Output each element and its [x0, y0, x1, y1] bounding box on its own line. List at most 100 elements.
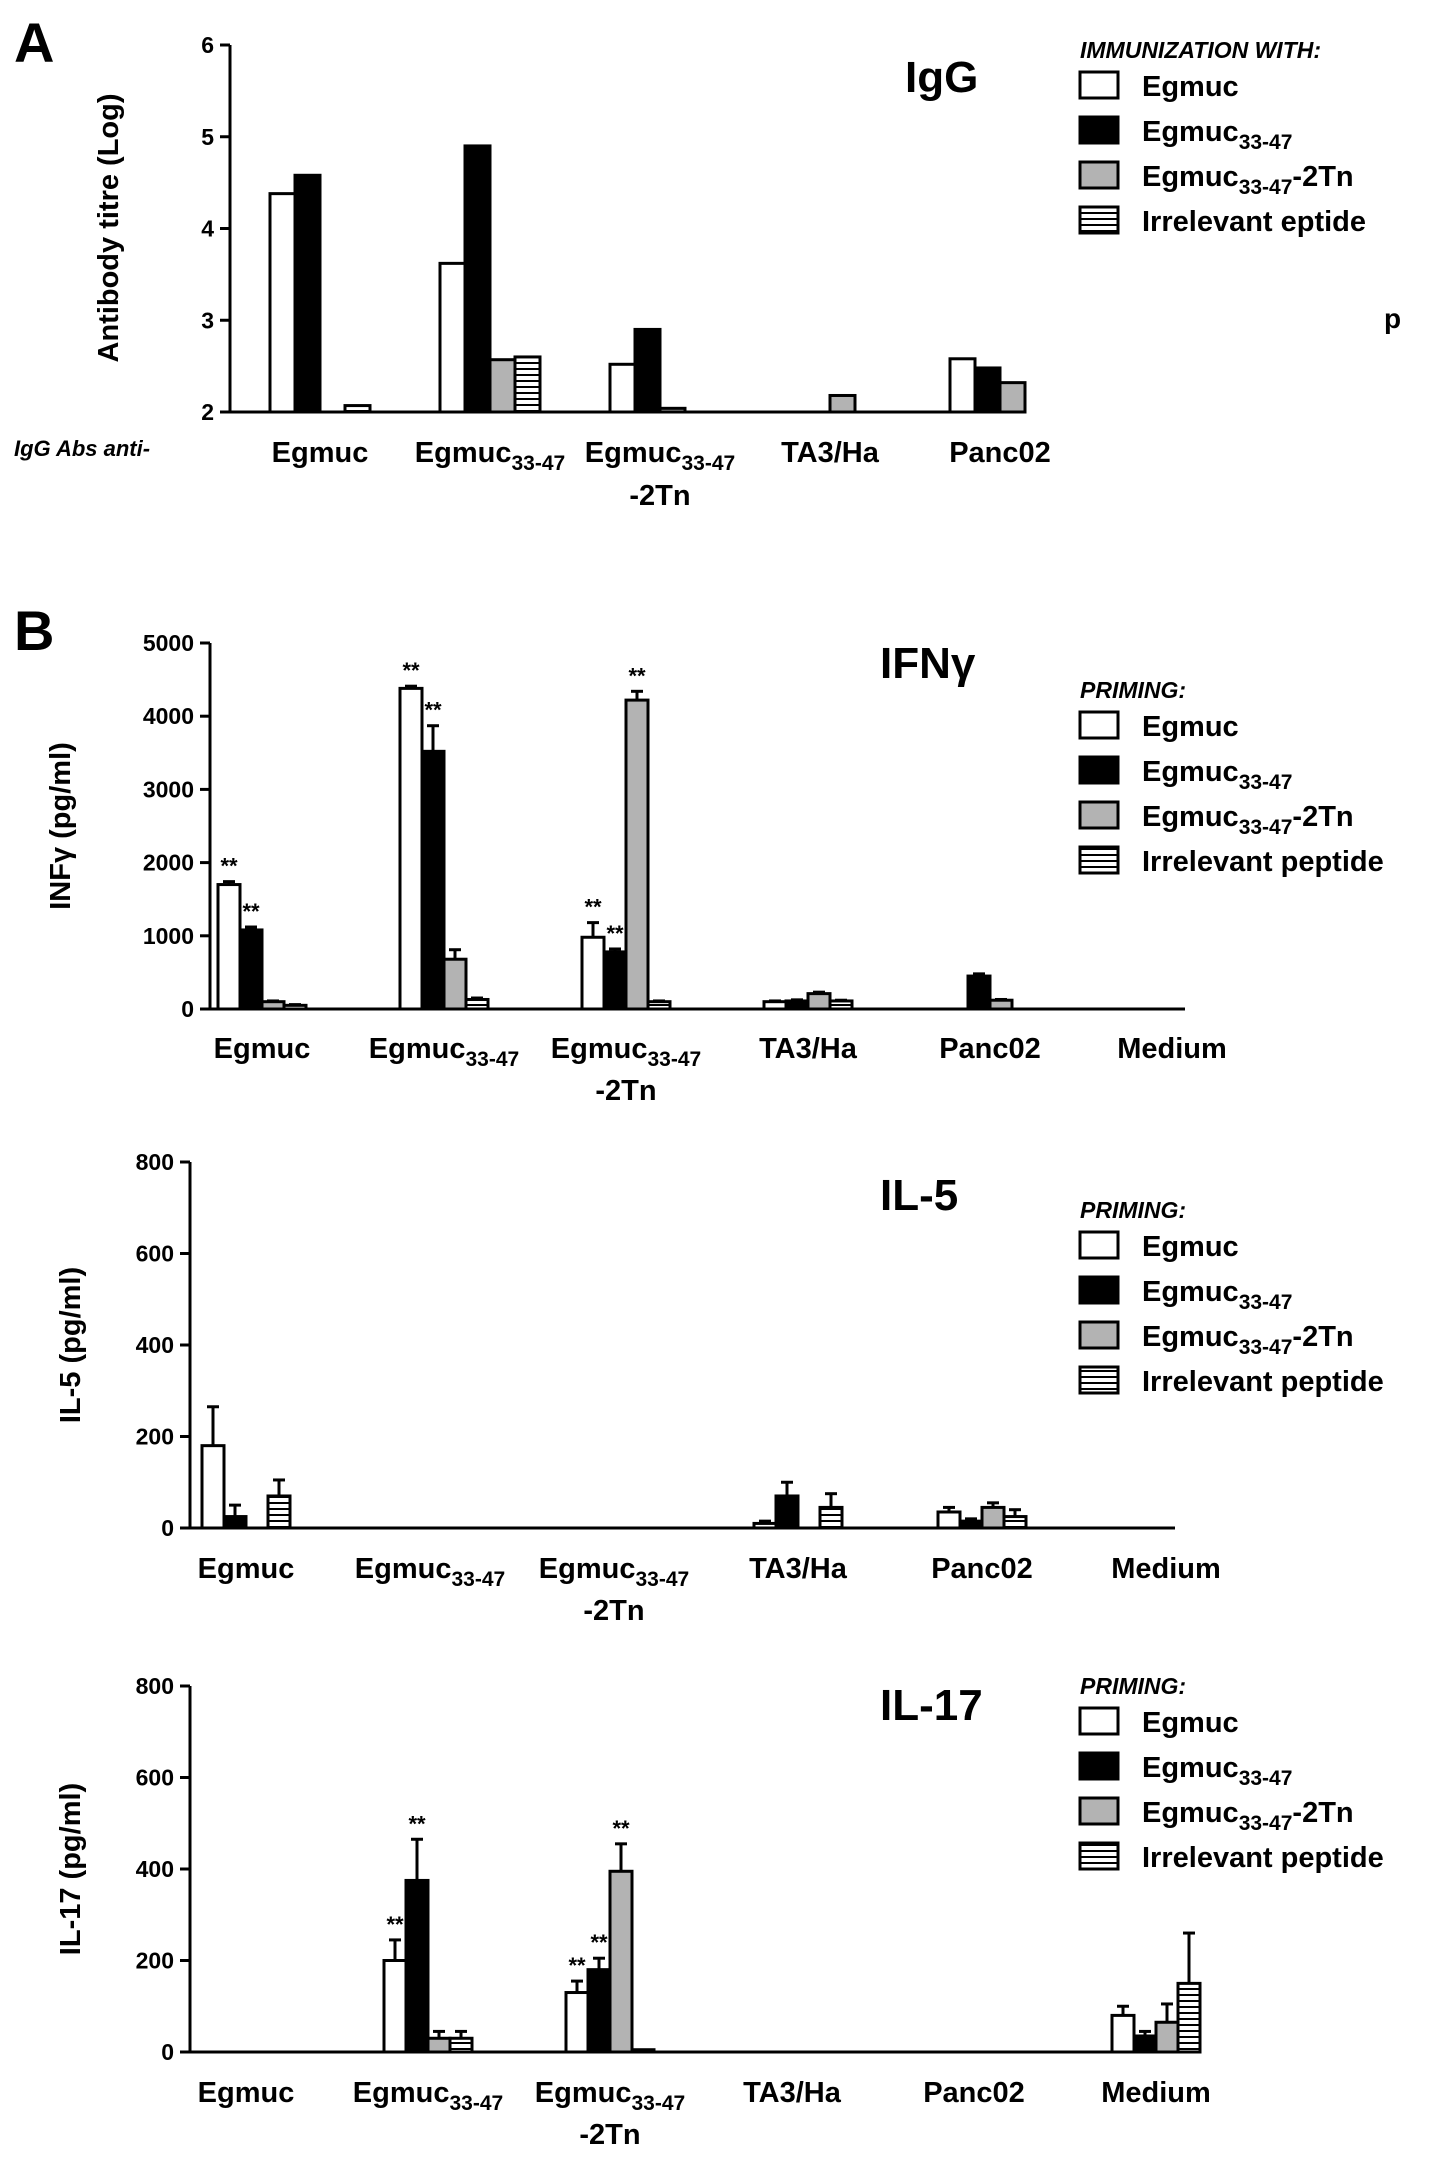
legend-label: Egmuc — [1142, 711, 1239, 743]
legend-swatch — [1078, 1365, 1120, 1395]
legend-label: Irrelevant peptide — [1142, 1842, 1384, 1874]
x-tick-label: TA3/Ha — [743, 2077, 842, 2109]
bar — [630, 2048, 656, 2054]
y-tick-label: 200 — [136, 1948, 174, 1974]
legend-swatch — [1078, 115, 1120, 145]
y-tick-label: 400 — [136, 1332, 174, 1358]
significance-marker: ** — [220, 854, 238, 879]
bar — [936, 1510, 962, 1530]
legend-swatch — [1078, 1230, 1120, 1260]
panel-a-note: p — [1384, 303, 1401, 334]
x-tick-label: Egmuc — [272, 437, 369, 469]
x-tick-label: Panc02 — [949, 437, 1051, 469]
legend-swatch — [1078, 755, 1120, 785]
chart-ifn-: 0 1000 2000 3000 4000 5000 INFγ (pg/ml) IFNγ Egm… — [45, 630, 1384, 1107]
bar — [774, 1494, 800, 1530]
chart-title: IFNγ — [880, 639, 976, 688]
bar — [216, 883, 242, 1011]
legend-swatch — [1078, 205, 1120, 235]
legend-swatch — [1078, 1320, 1120, 1350]
y-tick-label: 0 — [181, 996, 194, 1022]
bar — [966, 974, 992, 1011]
bar — [1176, 1981, 1202, 2054]
significance-marker: ** — [424, 698, 442, 723]
legend-label: Egmuc33-47 — [1142, 1752, 1292, 1790]
bar — [988, 998, 1014, 1011]
x-tick-label-line2: -2Tn — [583, 1595, 644, 1627]
significance-marker: ** — [590, 1930, 608, 1955]
x-tick-label: TA3/Ha — [781, 437, 880, 469]
y-tick-label: 2000 — [143, 850, 194, 876]
legend-label: Egmuc33-47 — [1142, 756, 1292, 794]
bar — [586, 1968, 612, 2054]
y-tick-label: 800 — [136, 1149, 174, 1175]
bar — [818, 1505, 844, 1530]
legend-label: Egmuc33-47-2Tn — [1142, 1797, 1354, 1835]
legend-swatch — [1078, 70, 1120, 100]
bar — [404, 1878, 430, 2054]
legend-label: Egmuc — [1142, 1231, 1239, 1263]
y-tick-label: 600 — [136, 1765, 174, 1791]
bar — [1002, 1515, 1028, 1530]
significance-marker: ** — [612, 1816, 630, 1841]
x-tick-label: Medium — [1101, 2077, 1211, 2109]
x-axis-label: IgG Abs anti- — [14, 436, 150, 461]
legend-swatch — [1078, 800, 1120, 830]
bar — [513, 355, 542, 414]
bar — [200, 1444, 226, 1530]
significance-marker: ** — [402, 658, 420, 683]
y-axis-label: Antibody titre (Log) — [93, 93, 125, 362]
bar — [488, 358, 517, 414]
y-tick-label: 6 — [201, 32, 214, 58]
bar — [580, 935, 606, 1011]
y-tick-label: 200 — [136, 1424, 174, 1450]
bar — [608, 1869, 634, 2054]
y-tick-label: 0 — [161, 1515, 174, 1541]
bar — [448, 2036, 474, 2054]
y-axis-label: INFγ (pg/ml) — [45, 742, 77, 910]
chart-il-5: 0 200 400 600 800 IL-5 (pg/ml) IL-5 Egmuc Egmuc3… — [55, 1149, 1384, 1627]
legend-label: Irrelevant peptide — [1142, 1366, 1384, 1398]
chart-il-17: 0 200 400 600 800 IL-17 (pg/ml) IL-17 Egmuc Egmu… — [55, 1673, 1384, 2151]
legend-swatch — [1078, 1796, 1120, 1826]
legend-title: IMMUNIZATION WITH: — [1080, 37, 1321, 63]
legend-label: Irrelevant peptide — [1142, 846, 1384, 878]
x-tick-label-line2: -2Tn — [629, 480, 690, 512]
significance-marker: ** — [584, 895, 602, 920]
y-tick-label: 4000 — [143, 703, 194, 729]
y-tick-label: 0 — [161, 2039, 174, 2065]
x-tick-label: Panc02 — [939, 1033, 1041, 1065]
chart-igg: 2 3 4 5 6 Antibody titre (Log) IgG IgG Abs anti… — [14, 32, 1366, 512]
x-tick-label: Medium — [1117, 1033, 1227, 1065]
bar — [268, 192, 297, 414]
x-tick-label: Medium — [1111, 1553, 1221, 1585]
bar — [828, 999, 854, 1011]
significance-marker: ** — [568, 1953, 586, 1978]
bar — [260, 1000, 286, 1011]
legend-swatch — [1078, 1841, 1120, 1871]
legend-label: Egmuc33-47-2Tn — [1142, 1321, 1354, 1359]
bar — [1110, 2013, 1136, 2054]
x-tick-label: Egmuc33-47 — [415, 437, 565, 475]
bar — [784, 999, 810, 1011]
legend-label: Egmuc33-47-2Tn — [1142, 801, 1354, 839]
y-axis-label: IL-5 (pg/ml) — [55, 1267, 87, 1423]
bar — [564, 1991, 590, 2054]
x-tick-label: Egmuc33-47 — [585, 437, 735, 475]
y-tick-label: 1000 — [143, 923, 194, 949]
x-tick-label: Egmuc — [198, 1553, 295, 1585]
y-tick-label: 800 — [136, 1673, 174, 1699]
bar — [608, 362, 637, 414]
chart-title: IL-5 — [880, 1171, 958, 1220]
bar — [464, 997, 490, 1011]
bar — [442, 957, 468, 1011]
legend-label: Egmuc — [1142, 71, 1239, 103]
bar — [398, 686, 424, 1011]
chart-title: IL-17 — [880, 1681, 983, 1730]
x-tick-label: Egmuc33-47 — [355, 1553, 505, 1591]
legend-title: PRIMING: — [1080, 1673, 1186, 1699]
panel-label-a: A — [14, 11, 54, 74]
bar — [438, 261, 467, 414]
bar — [343, 404, 372, 414]
